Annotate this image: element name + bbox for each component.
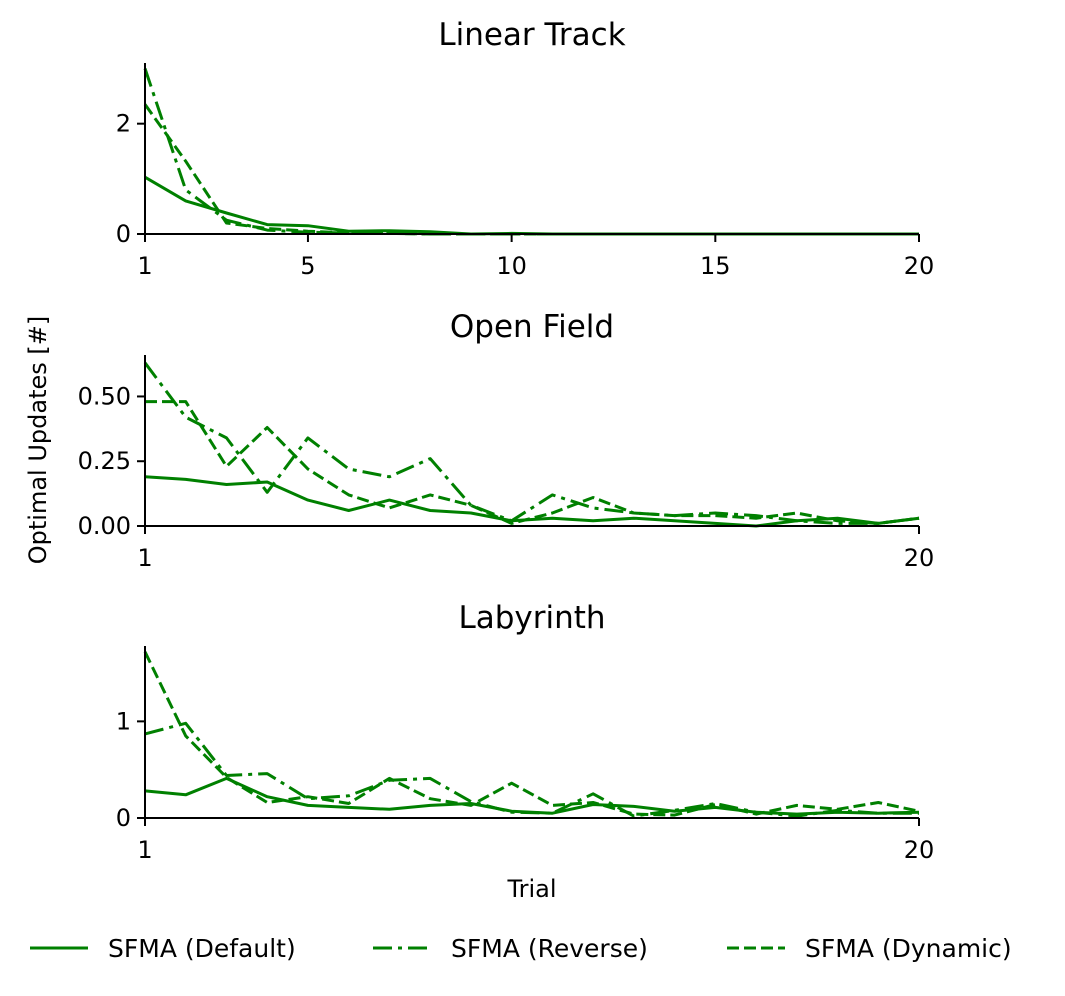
panel-open-field: Open Field 1 20 0.00 0.25 0.50 [78, 309, 935, 572]
y-tick-label: 0.50 [78, 382, 131, 410]
panel-title: Labyrinth [458, 600, 605, 636]
y-tick-label: 0.25 [78, 447, 131, 475]
x-tick-label: 5 [300, 252, 315, 280]
y-tick-label: 0 [116, 804, 131, 832]
x-tick-label: 1 [137, 836, 152, 864]
x-tick-label: 1 [137, 544, 152, 572]
series-line-dashed [143, 651, 920, 817]
x-tick-label: 20 [904, 544, 935, 572]
series-line-solid [144, 175, 919, 236]
series-line-dashed [145, 400, 920, 525]
y-axis-label: Optimal Updates [#] [24, 316, 52, 564]
legend-label: SFMA (Default) [108, 934, 296, 963]
y-tick-label: 2 [116, 110, 131, 138]
legend-label: SFMA (Dynamic) [805, 934, 1012, 963]
panel-title: Linear Track [438, 17, 625, 53]
series-line-dashdot [143, 361, 920, 525]
y-tick-label: 1 [116, 707, 131, 735]
series-line-dashed [143, 103, 919, 236]
x-tick-label: 10 [496, 252, 527, 280]
legend-item-dashed: SFMA (Dynamic) [727, 934, 1012, 963]
x-tick-label: 20 [904, 252, 935, 280]
series-line-dashdot [143, 68, 919, 236]
y-tick-label: 0 [116, 220, 131, 248]
series-line-solid [144, 475, 920, 528]
legend-label: SFMA (Reverse) [451, 934, 648, 963]
x-tick-label: 20 [904, 836, 935, 864]
series-line-solid [144, 776, 920, 816]
legend: SFMA (Default) SFMA (Reverse) SFMA (Dynami… [30, 934, 1012, 963]
legend-item-solid: SFMA (Default) [30, 934, 296, 963]
x-axis-label: Trial [506, 875, 556, 903]
x-tick-label: 1 [137, 252, 152, 280]
x-tick-label: 15 [700, 252, 731, 280]
series-line-dashdot [144, 721, 919, 818]
legend-item-dashdot: SFMA (Reverse) [373, 934, 648, 963]
y-tick-label: 0.00 [78, 512, 131, 540]
panel-title: Open Field [450, 309, 614, 345]
